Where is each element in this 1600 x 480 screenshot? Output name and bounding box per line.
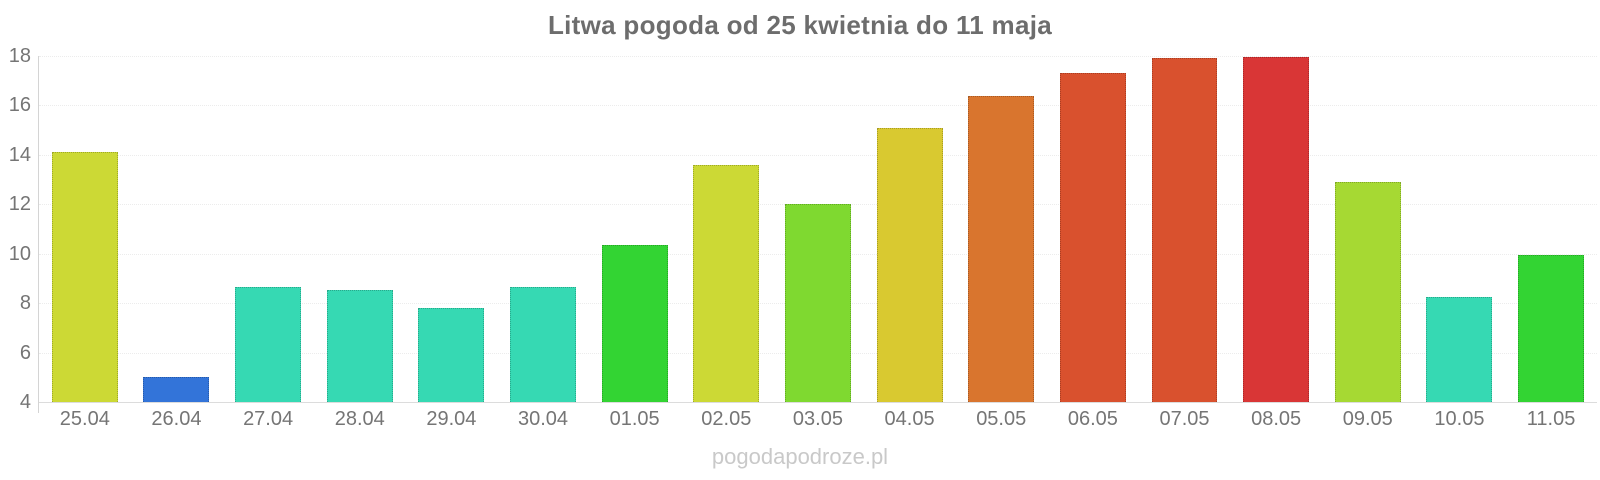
y-tick-label-14: 14 (8, 144, 31, 166)
y-tick-label-4: 4 (19, 391, 31, 413)
x-tick-label-08.05: 08.05 (1251, 408, 1302, 430)
bar-slot-01.05 (589, 56, 681, 402)
bar-slot-02.05 (680, 56, 772, 402)
x-tick-label-10.05: 10.05 (1434, 408, 1485, 430)
x-tick-label-05.05: 05.05 (976, 408, 1027, 430)
watermark: pogodapodroze.pl (711, 444, 889, 469)
bar-01.05[interactable] (601, 245, 668, 402)
x-tick-label-07.05: 07.05 (1159, 408, 1210, 430)
x-tick-label-27.04: 27.04 (243, 408, 294, 430)
bar-10.05[interactable] (1426, 296, 1493, 402)
bar-28.04[interactable] (326, 289, 393, 402)
plot-area (38, 56, 1597, 413)
y-tick-label-6: 6 (19, 342, 31, 364)
x-tick-label-26.04: 26.04 (151, 408, 202, 430)
bar-slot-30.04 (497, 56, 589, 402)
bar-slot-28.04 (314, 56, 406, 402)
bar-09.05[interactable] (1334, 182, 1401, 402)
bar-slot-26.04 (131, 56, 223, 402)
gridline-14 (39, 154, 1597, 156)
bar-slot-11.05 (1505, 56, 1597, 402)
bar-30.04[interactable] (510, 287, 576, 402)
y-tick-label-10: 10 (8, 243, 31, 265)
y-tick-label-16: 16 (8, 94, 31, 116)
bar-11.05[interactable] (1518, 254, 1585, 402)
bar-slot-09.05 (1322, 56, 1414, 402)
chart-title: Litwa pogoda od 25 kwietnia do 11 maja (547, 10, 1053, 40)
x-tick-label-30.04: 30.04 (517, 408, 569, 430)
y-tick-label-8: 8 (19, 292, 31, 314)
x-tick-label-02.05: 02.05 (701, 408, 752, 430)
bar-07.05[interactable] (1151, 58, 1218, 402)
x-tick-label-29.04: 29.04 (426, 408, 477, 430)
bar-slot-27.04 (222, 56, 314, 402)
bar-slot-07.05 (1139, 56, 1231, 402)
bar-slot-05.05 (955, 56, 1047, 402)
bar-08.05[interactable] (1243, 57, 1310, 402)
y-axis-labels: 4 6 8 10 12 14 16 18 (0, 45, 31, 413)
bar-slot-25.04 (39, 56, 131, 402)
bar-slot-08.05 (1230, 56, 1322, 402)
gridline-18 (39, 56, 1597, 57)
bar-29.04[interactable] (418, 308, 485, 402)
bar-04.05[interactable] (876, 127, 943, 402)
bar-slot-04.05 (864, 56, 956, 402)
bar-26.04[interactable] (143, 377, 210, 402)
x-tick-label-09.05: 09.05 (1342, 408, 1393, 430)
x-tick-label-03.05: 03.05 (792, 408, 843, 430)
bar-03.05[interactable] (784, 204, 851, 402)
bar-slot-06.05 (1047, 56, 1139, 402)
x-tick-label-06.05: 06.05 (1067, 408, 1118, 430)
bars-container (39, 56, 1597, 402)
x-axis-labels: 25.04 26.04 27.04 28.04 29.04 30.04 01.05 02.05… (39, 407, 1597, 431)
bar-02.05[interactable] (693, 164, 760, 402)
bar-25.04[interactable] (51, 152, 118, 402)
y-tick-label-18: 18 (8, 45, 31, 67)
bar-slot-29.04 (406, 56, 498, 402)
bar-05.05[interactable] (968, 95, 1035, 402)
bar-slot-03.05 (772, 56, 864, 402)
y-tick-label-12: 12 (8, 193, 31, 215)
y-axis-line (38, 56, 39, 413)
x-tick-label-25.04: 25.04 (59, 408, 110, 430)
gridline-16 (39, 105, 1597, 107)
x-tick-label-04.05: 04.05 (884, 408, 935, 430)
x-tick-label-01.05: 01.05 (609, 408, 660, 430)
bar-slot-10.05 (1414, 56, 1506, 402)
x-tick-label-11.05: 11.05 (1526, 408, 1576, 430)
bar-06.05[interactable] (1059, 73, 1126, 402)
x-tick-label-28.04: 28.04 (334, 408, 385, 430)
bar-27.04[interactable] (235, 287, 302, 402)
